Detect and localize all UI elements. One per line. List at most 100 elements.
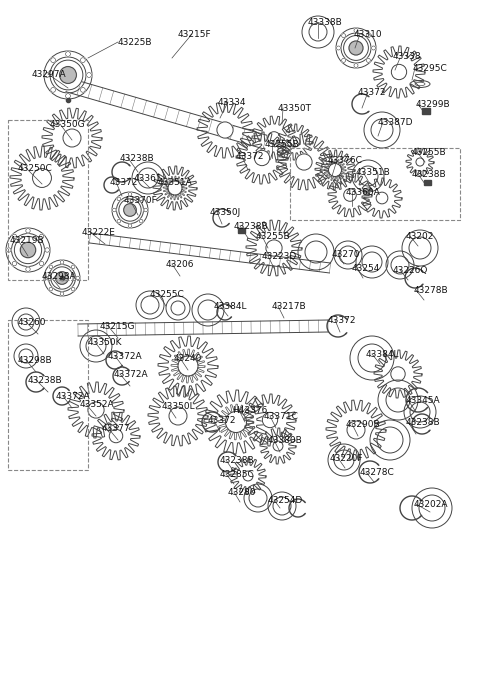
Circle shape <box>60 292 64 296</box>
Text: 43334: 43334 <box>218 98 247 107</box>
Text: 43226Q: 43226Q <box>393 266 428 275</box>
Circle shape <box>366 58 371 62</box>
Circle shape <box>336 46 340 50</box>
Circle shape <box>56 272 68 284</box>
Text: 43222E: 43222E <box>82 228 116 237</box>
Circle shape <box>354 28 358 32</box>
Circle shape <box>39 234 44 238</box>
Text: 43278B: 43278B <box>414 286 449 295</box>
Text: 43215F: 43215F <box>178 30 212 39</box>
Circle shape <box>372 46 375 50</box>
Circle shape <box>7 248 11 252</box>
Circle shape <box>344 36 369 60</box>
Text: 43376C: 43376C <box>328 156 363 165</box>
Polygon shape <box>92 412 140 460</box>
Polygon shape <box>362 178 402 218</box>
Text: 43377: 43377 <box>102 424 131 433</box>
Text: 43387D: 43387D <box>378 118 413 127</box>
Polygon shape <box>204 390 268 454</box>
Polygon shape <box>260 428 296 464</box>
Circle shape <box>81 88 85 92</box>
Circle shape <box>117 219 120 223</box>
Text: 43202: 43202 <box>406 232 434 241</box>
Circle shape <box>328 163 341 176</box>
Circle shape <box>12 261 17 266</box>
Text: 43255B: 43255B <box>412 148 446 157</box>
Text: 43270: 43270 <box>332 250 360 259</box>
Circle shape <box>192 294 224 326</box>
Text: 43217B: 43217B <box>272 302 307 311</box>
Text: 43238B: 43238B <box>234 222 269 231</box>
Circle shape <box>376 192 388 204</box>
Text: 43260: 43260 <box>18 318 47 327</box>
Text: 43238B: 43238B <box>120 154 155 163</box>
Text: 43360A: 43360A <box>346 188 381 197</box>
Text: 43220F: 43220F <box>330 454 363 463</box>
Polygon shape <box>78 320 328 336</box>
Text: 43351A: 43351A <box>158 178 193 187</box>
Circle shape <box>354 63 358 68</box>
Polygon shape <box>276 134 332 190</box>
Ellipse shape <box>410 80 430 88</box>
Circle shape <box>26 267 30 271</box>
Circle shape <box>342 58 346 62</box>
Circle shape <box>49 265 53 269</box>
Polygon shape <box>406 148 434 176</box>
Circle shape <box>44 51 92 99</box>
Text: 43298A: 43298A <box>42 272 77 281</box>
Bar <box>238 228 245 233</box>
Text: 43372A: 43372A <box>56 392 91 401</box>
Circle shape <box>349 41 363 55</box>
Polygon shape <box>42 108 102 168</box>
Text: 43370F: 43370F <box>124 196 158 205</box>
Text: 43352A: 43352A <box>80 400 115 409</box>
Text: 43278C: 43278C <box>360 468 395 477</box>
Text: 43250C: 43250C <box>18 164 53 173</box>
Text: 43238B: 43238B <box>412 170 446 179</box>
Polygon shape <box>246 220 302 276</box>
Circle shape <box>217 122 233 138</box>
Circle shape <box>344 189 356 201</box>
Circle shape <box>244 484 272 512</box>
Circle shape <box>33 169 51 188</box>
Circle shape <box>136 291 164 319</box>
Text: 43240: 43240 <box>174 354 203 363</box>
Text: 43384L: 43384L <box>214 302 248 311</box>
Text: 43295C: 43295C <box>413 64 448 73</box>
Circle shape <box>49 288 53 291</box>
Circle shape <box>51 58 56 63</box>
Circle shape <box>66 94 71 99</box>
Circle shape <box>328 444 360 476</box>
Text: 43206: 43206 <box>166 260 194 269</box>
Polygon shape <box>148 386 208 446</box>
Text: 43254: 43254 <box>352 264 380 273</box>
Circle shape <box>45 248 49 252</box>
Text: 43361: 43361 <box>134 174 163 183</box>
Circle shape <box>63 129 81 147</box>
Circle shape <box>302 16 334 48</box>
Bar <box>8 320 88 470</box>
Text: 43371C: 43371C <box>264 412 299 421</box>
Circle shape <box>39 261 44 266</box>
Polygon shape <box>158 336 218 396</box>
Circle shape <box>132 162 164 194</box>
Polygon shape <box>252 116 296 160</box>
Polygon shape <box>10 146 74 210</box>
Circle shape <box>290 137 300 147</box>
Text: 43338: 43338 <box>393 52 421 61</box>
Circle shape <box>86 73 91 78</box>
Circle shape <box>402 230 438 266</box>
Circle shape <box>144 208 147 212</box>
Circle shape <box>268 492 296 520</box>
Circle shape <box>391 367 405 381</box>
Circle shape <box>20 242 36 258</box>
Circle shape <box>26 229 30 233</box>
Polygon shape <box>326 400 386 460</box>
Circle shape <box>416 158 424 166</box>
Circle shape <box>404 396 436 428</box>
Circle shape <box>350 336 394 380</box>
Circle shape <box>263 412 277 428</box>
Polygon shape <box>66 78 267 148</box>
Polygon shape <box>277 124 313 160</box>
Text: 43219B: 43219B <box>10 236 45 245</box>
